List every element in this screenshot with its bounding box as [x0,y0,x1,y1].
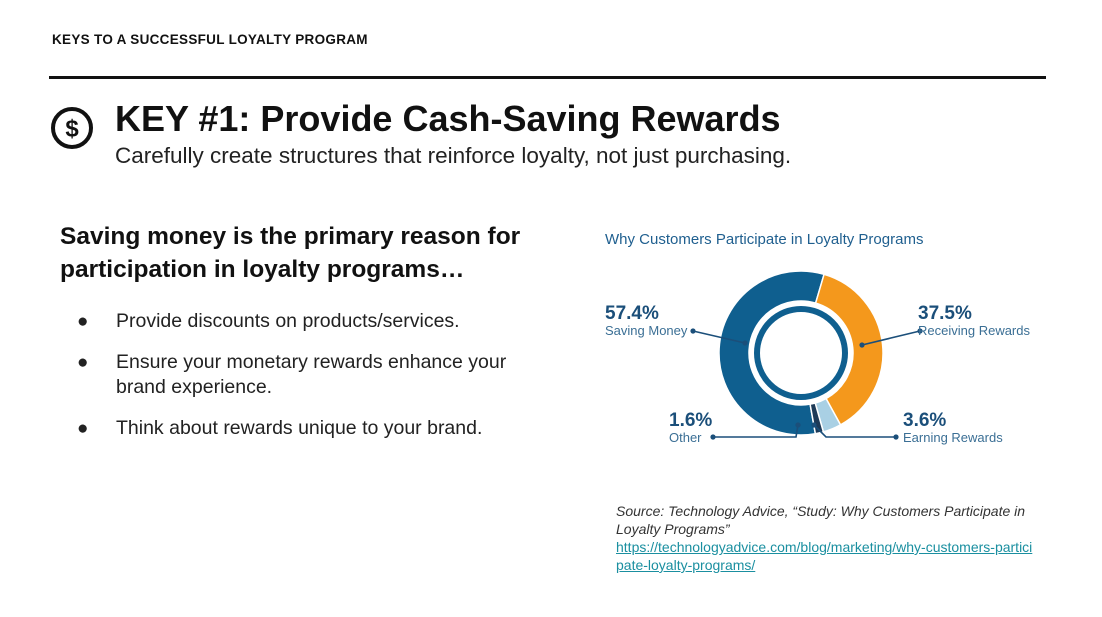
bullet-dot: ● [77,418,89,439]
leader-saving-dot [742,340,748,346]
leader-other-dot [795,422,801,428]
earning-rewards-percent: 3.6% [903,410,947,431]
earning-rewards-label: Earning Rewards [903,430,1003,445]
bullet-item: ● Provide discounts on products/services… [77,309,537,334]
bullet-dot: ● [77,352,89,373]
page-title: KEY #1: Provide Cash-Saving Rewards [115,98,781,139]
leader-receiving-dot [859,342,865,348]
leader-earning-dot [811,422,817,428]
leader-saving-dot [690,328,696,334]
bullet-text: Ensure your monetary rewards enhance you… [116,351,507,398]
donut-inner-ring [754,306,848,400]
bullet-dot: ● [77,311,89,332]
source-citation: Source: Technology Advice, “Study: Why C… [616,502,1036,574]
bullet-list: ● Provide discounts on products/services… [77,309,537,457]
donut-svg [690,270,923,440]
chart-title: Why Customers Participate in Loyalty Pro… [605,231,924,248]
donut-chart: Why Customers Participate in Loyalty Pro… [600,225,1040,455]
header-divider [49,76,1046,79]
leader-earning-dot [893,434,899,440]
leader-receiving-dot [917,328,923,334]
leader-other [713,424,799,438]
leader-other-dot [710,434,716,440]
dollar-circle-icon: $ [51,107,93,149]
receiving-rewards-label: Receiving Rewards [918,323,1030,338]
page-subtitle: Carefully create structures that reinfor… [115,143,792,168]
bullet-item: ● Think about rewards unique to your bra… [77,416,537,441]
bullet-text: Think about rewards unique to your brand… [116,417,483,439]
leader-receiving [861,330,921,346]
other-percent: 1.6% [669,410,713,431]
section-header: KEYS TO A SUCCESSFUL LOYALTY PROGRAM [52,32,368,47]
bullet-text: Provide discounts on products/services. [116,310,460,332]
leader-saving [692,330,746,344]
lead-statement: Saving money is the primary reason for p… [60,223,521,283]
source-link[interactable]: https://technologyadvice.com/blog/market… [616,539,1033,573]
dollar-symbol: $ [65,116,79,143]
leader-earning [813,424,896,438]
source-text: Source: Technology Advice, “Study: Why C… [616,503,1026,537]
donut-slice-saving-money [718,270,825,436]
other-label: Other [669,430,702,445]
receiving-rewards-percent: 37.5% [918,303,972,324]
donut-slice-receiving-rewards [814,273,884,426]
bullet-item: ● Ensure your monetary rewards enhance y… [77,350,537,400]
saving-money-percent: 57.4% [605,303,659,324]
saving-money-label: Saving Money [605,323,688,338]
